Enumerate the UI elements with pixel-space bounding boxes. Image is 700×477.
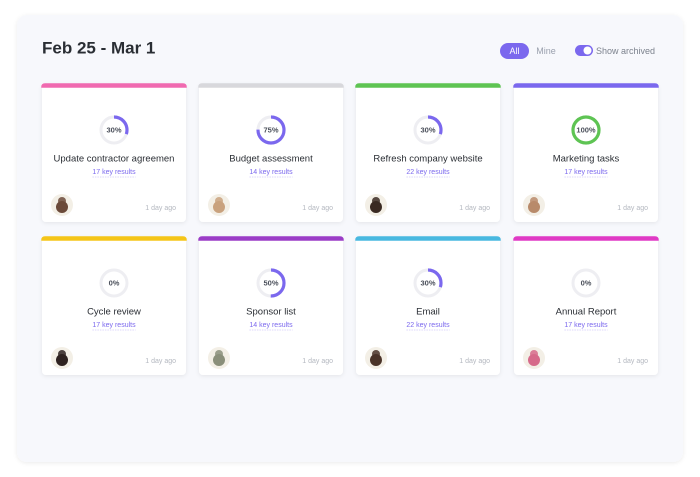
card-body[interactable] xyxy=(514,84,658,222)
updated-time: 1 day ago xyxy=(302,358,333,365)
progress-label: 30% xyxy=(106,125,121,134)
card-body[interactable] xyxy=(199,84,343,222)
progress-track xyxy=(571,268,601,298)
updated-time: 1 day ago xyxy=(145,358,176,365)
updated-time: 1 day ago xyxy=(459,358,490,365)
key-results-link[interactable]: 17 key results xyxy=(564,322,608,329)
key-results-link[interactable]: 14 key results xyxy=(249,322,293,329)
updated-time: 1 day ago xyxy=(302,205,333,212)
key-results-link[interactable]: 22 key results xyxy=(406,169,450,176)
updated-time: 1 day ago xyxy=(617,205,648,212)
avatar-head xyxy=(530,197,538,205)
avatar-face xyxy=(56,354,68,366)
updated-time: 1 day ago xyxy=(617,358,648,365)
card-title: Annual Report xyxy=(556,307,617,318)
card-body[interactable] xyxy=(199,237,343,375)
progress-label: 30% xyxy=(420,278,435,287)
card-title: Refresh company website xyxy=(373,154,482,165)
card-title: Marketing tasks xyxy=(553,154,620,165)
filter-all-label[interactable]: All xyxy=(509,46,519,56)
avatar-head xyxy=(215,350,223,358)
card-body[interactable] xyxy=(356,237,500,375)
progress-label: 30% xyxy=(420,125,435,134)
avatar-face xyxy=(528,354,540,366)
avatar-head xyxy=(58,197,66,205)
filter-all-button[interactable] xyxy=(500,43,529,59)
avatar-head xyxy=(530,350,538,358)
progress-arc xyxy=(571,115,601,145)
goal-card[interactable]: 30% Update contractor agreemen 17 key resu… xyxy=(41,83,187,222)
key-results-link[interactable]: 17 key results xyxy=(564,169,608,176)
card-title: Email xyxy=(416,307,440,318)
card-body[interactable] xyxy=(42,237,186,375)
card-color-bar xyxy=(513,236,659,241)
avatar-head xyxy=(215,197,223,205)
card-body[interactable] xyxy=(42,84,186,222)
progress-label: 0% xyxy=(109,278,120,287)
card-title: Update contractor agreemen xyxy=(54,154,175,165)
card-color-bar xyxy=(198,236,344,241)
key-results-link[interactable]: 17 key results xyxy=(92,322,136,329)
goal-card[interactable]: 100% Marketing tasks 17 key results 1 day a… xyxy=(513,83,659,222)
goal-card[interactable]: 30% Refresh company website 22 key results… xyxy=(355,83,501,222)
avatar-face xyxy=(528,201,540,213)
progress-arc xyxy=(99,115,129,145)
goal-card[interactable]: 0% Annual Report 17 key results 1 day ago xyxy=(513,236,659,375)
filter-mine-label[interactable]: Mine xyxy=(536,46,556,56)
progress-arc xyxy=(256,268,286,298)
card-title: Budget assessment xyxy=(229,154,313,165)
card-body[interactable] xyxy=(356,84,500,222)
avatar-face xyxy=(370,354,382,366)
card-color-bar xyxy=(41,236,187,241)
avatar-head xyxy=(58,350,66,358)
toggle-knob xyxy=(583,46,592,55)
progress-label: 75% xyxy=(263,125,278,134)
progress-track xyxy=(99,268,129,298)
progress-label: 100% xyxy=(576,125,596,134)
avatar-face xyxy=(370,201,382,213)
avatar-face xyxy=(213,201,225,213)
progress-arc xyxy=(256,115,286,145)
avatar-face xyxy=(56,201,68,213)
card-title: Cycle review xyxy=(87,307,141,318)
progress-arc xyxy=(413,115,443,145)
progress-label: 0% xyxy=(581,278,592,287)
toggle-label[interactable]: Show archived xyxy=(596,46,655,56)
card-color-bar xyxy=(198,83,344,88)
key-results-link[interactable]: 14 key results xyxy=(249,169,293,176)
card-color-bar xyxy=(355,236,501,241)
key-results-link[interactable]: 17 key results xyxy=(92,169,136,176)
goal-card[interactable]: 75% Budget assessment 14 key results 1 day … xyxy=(198,83,344,222)
avatar-face xyxy=(213,354,225,366)
card-color-bar xyxy=(513,83,659,88)
updated-time: 1 day ago xyxy=(145,205,176,212)
card-body[interactable] xyxy=(514,237,658,375)
goal-card[interactable]: 50% Sponsor list 14 key results 1 day ago xyxy=(198,236,344,375)
card-color-bar xyxy=(41,83,187,88)
key-results-link[interactable]: 22 key results xyxy=(406,322,450,329)
date-range-title: Feb 25 - Mar 1 xyxy=(42,38,155,57)
goal-card[interactable]: 30% Email 22 key results 1 day ago xyxy=(355,236,501,375)
card-title: Sponsor list xyxy=(246,307,296,318)
progress-arc xyxy=(413,268,443,298)
avatar-head xyxy=(372,197,380,205)
goal-card[interactable]: 0% Cycle review 17 key results 1 day ago xyxy=(41,236,187,375)
card-color-bar xyxy=(355,83,501,88)
avatar-head xyxy=(372,350,380,358)
progress-label: 50% xyxy=(263,278,278,287)
updated-time: 1 day ago xyxy=(459,205,490,212)
